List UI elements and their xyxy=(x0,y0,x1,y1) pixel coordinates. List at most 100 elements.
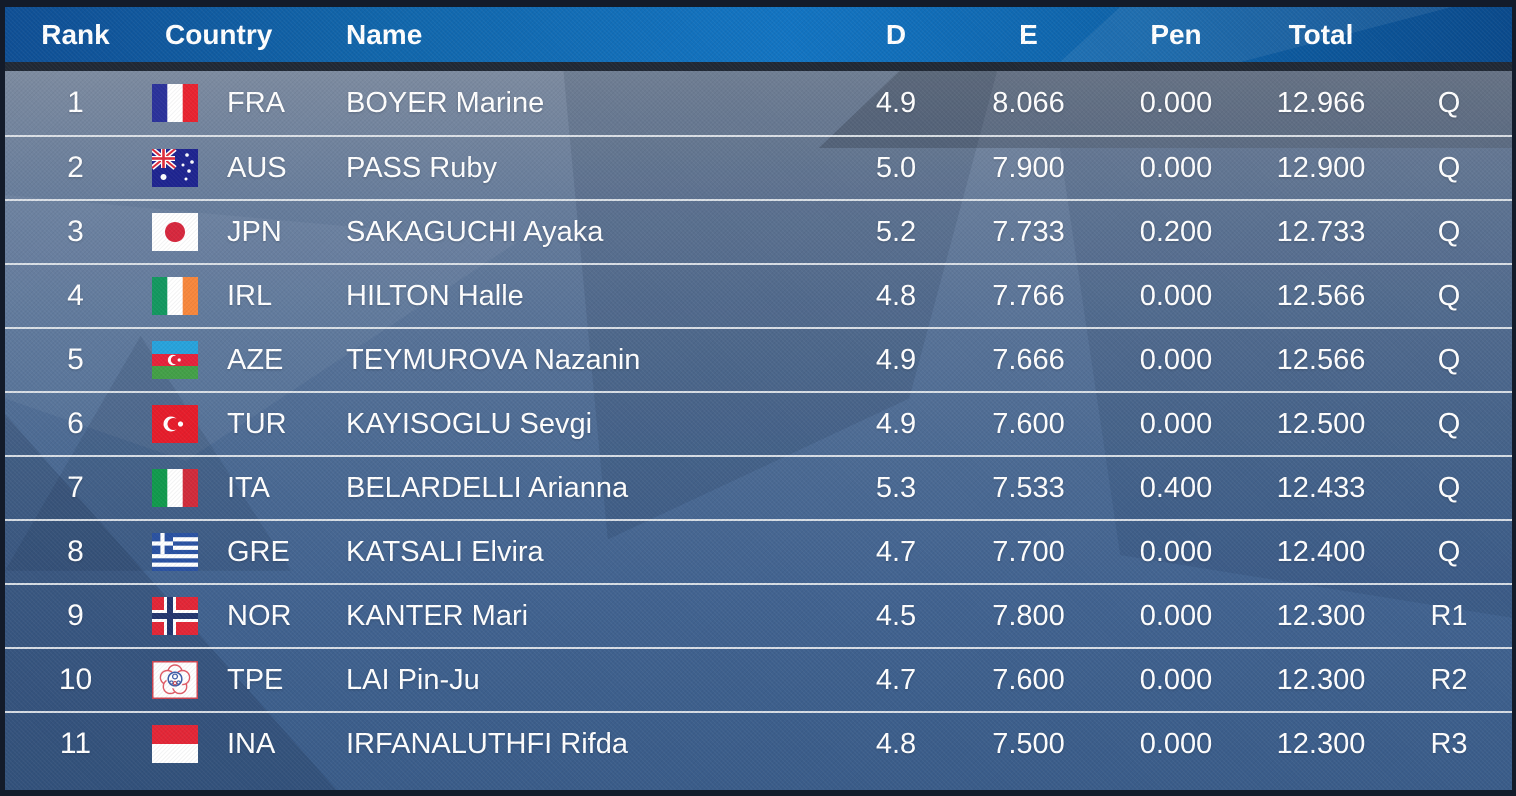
rank-value: 7 xyxy=(67,471,84,504)
qualification-status: Q xyxy=(1437,279,1461,312)
flag-fra-icon xyxy=(152,84,198,122)
table-row: 2 AUS PASS Ruby 5.0 7.900 0.000 12.900 Q xyxy=(5,135,1512,199)
athlete-name: TEYMUROVA Nazanin xyxy=(346,343,641,376)
flag-ita-icon xyxy=(152,469,198,507)
rank-value: 5 xyxy=(67,343,84,376)
rank-value: 10 xyxy=(58,663,93,696)
d-score: 4.9 xyxy=(875,407,917,440)
pen-score: 0.200 xyxy=(1139,215,1213,248)
column-header-d: D xyxy=(885,18,907,50)
table-row: 7 ITA BELARDELLI Arianna 5.3 7.533 0.400 12.43… xyxy=(5,455,1512,519)
country-cell: INA xyxy=(146,725,300,763)
rank-value: 6 xyxy=(67,407,84,440)
qualification-status: Q xyxy=(1437,471,1461,504)
table-row: 4 IRL HILTON Halle 4.8 7.766 0.000 12.566 Q xyxy=(5,263,1512,327)
flag-jpn-icon xyxy=(152,213,198,251)
flag-tur-icon xyxy=(152,405,198,443)
column-header-total: Total xyxy=(1288,18,1354,50)
country-cell: NOR xyxy=(146,597,300,635)
results-rows: 1 FRA BOYER Marine 4.9 8.066 0.000 12.966 Q 2 AUS… xyxy=(5,71,1512,775)
flag-gre-icon xyxy=(152,533,198,571)
column-header-rank: Rank xyxy=(41,18,110,50)
qualification-status: Q xyxy=(1437,151,1461,184)
qualification-status: R3 xyxy=(1430,727,1468,760)
table-row: 10 TPE LAI Pin-Ju 4.7 7.600 0.000 12.300 R2 xyxy=(5,647,1512,711)
pen-score: 0.000 xyxy=(1139,535,1213,568)
e-score: 7.500 xyxy=(992,727,1065,760)
d-score: 5.2 xyxy=(875,215,917,248)
flag-irl-icon xyxy=(152,277,198,315)
athlete-name: PASS Ruby xyxy=(346,151,497,184)
country-code: ITA xyxy=(227,471,270,504)
rank-value: 11 xyxy=(59,727,92,760)
pen-score: 0.000 xyxy=(1139,343,1213,376)
athlete-name: BELARDELLI Arianna xyxy=(346,471,629,504)
country-code: TUR xyxy=(227,407,287,440)
table-row: 6 TUR KAYISOGLU Sevgi 4.9 7.600 0.000 12.500 Q xyxy=(5,391,1512,455)
background-facet xyxy=(818,61,1512,148)
d-score: 5.0 xyxy=(875,151,917,184)
qualification-status: Q xyxy=(1437,215,1461,248)
qualification-status: R1 xyxy=(1430,599,1468,632)
country-code: AZE xyxy=(227,343,284,376)
pen-score: 0.000 xyxy=(1139,407,1213,440)
country-cell: TPE xyxy=(146,661,300,699)
total-score: 12.900 xyxy=(1276,151,1366,184)
pen-score: 0.000 xyxy=(1139,727,1213,760)
e-score: 7.666 xyxy=(992,343,1065,376)
d-score: 4.9 xyxy=(875,343,917,376)
pen-score: 0.000 xyxy=(1139,279,1213,312)
table-row: 3 JPN SAKAGUCHI Ayaka 5.2 7.733 0.200 12.733 Q xyxy=(5,199,1512,263)
qualification-status: Q xyxy=(1437,86,1461,119)
total-score: 12.566 xyxy=(1276,343,1366,376)
country-code: AUS xyxy=(227,151,287,184)
country-cell: TUR xyxy=(146,405,300,443)
table-row: 8 GRE KATSALI Elvira 4.7 7.700 0.000 12.400 Q xyxy=(5,519,1512,583)
rank-value: 9 xyxy=(67,599,84,632)
pen-score: 0.000 xyxy=(1139,663,1213,696)
country-cell: FRA xyxy=(146,84,300,122)
e-score: 7.766 xyxy=(992,279,1065,312)
country-code: JPN xyxy=(227,215,282,248)
total-score: 12.400 xyxy=(1276,535,1366,568)
athlete-name: SAKAGUCHI Ayaka xyxy=(346,215,604,248)
flag-ina-icon xyxy=(152,725,198,763)
flag-tpe-icon xyxy=(152,661,198,699)
d-score: 4.7 xyxy=(875,535,917,568)
country-cell: ITA xyxy=(146,469,300,507)
d-score: 4.9 xyxy=(875,86,917,119)
e-score: 7.533 xyxy=(992,471,1065,504)
country-cell: JPN xyxy=(146,213,300,251)
e-score: 8.066 xyxy=(992,86,1065,119)
pen-score: 0.400 xyxy=(1139,471,1213,504)
e-score: 7.700 xyxy=(992,535,1065,568)
country-cell: GRE xyxy=(146,533,300,571)
qualification-status: Q xyxy=(1437,407,1461,440)
pen-score: 0.000 xyxy=(1139,151,1213,184)
total-score: 12.566 xyxy=(1276,279,1366,312)
table-row: 5 AZE TEYMUROVA Nazanin 4.9 7.666 0.000 12.566… xyxy=(5,327,1512,391)
table-row: 1 FRA BOYER Marine 4.9 8.066 0.000 12.966 Q xyxy=(5,71,1512,135)
column-header-name: Name xyxy=(346,18,423,50)
d-score: 4.5 xyxy=(875,599,917,632)
country-code: FRA xyxy=(227,86,285,119)
athlete-name: KATSALI Elvira xyxy=(346,535,544,568)
country-code: IRL xyxy=(227,279,273,312)
country-code: GRE xyxy=(227,535,290,568)
d-score: 5.3 xyxy=(875,471,917,504)
column-header-e: E xyxy=(1019,18,1038,50)
athlete-name: LAI Pin-Ju xyxy=(346,663,480,696)
flag-nor-icon xyxy=(152,597,198,635)
table-row: 11 INA IRFANALUTHFI Rifda 4.8 7.500 0.000 12.3… xyxy=(5,711,1512,775)
country-code: NOR xyxy=(227,599,292,632)
rank-value: 2 xyxy=(67,151,84,184)
total-score: 12.733 xyxy=(1276,215,1366,248)
country-code: INA xyxy=(227,727,276,760)
athlete-name: HILTON Halle xyxy=(346,279,524,312)
d-score: 4.8 xyxy=(875,279,917,312)
table-row: 9 NOR KANTER Mari 4.5 7.800 0.000 12.300 R1 xyxy=(5,583,1512,647)
background-facet xyxy=(1059,147,1512,618)
rank-value: 4 xyxy=(67,279,84,312)
e-score: 7.600 xyxy=(992,663,1065,696)
